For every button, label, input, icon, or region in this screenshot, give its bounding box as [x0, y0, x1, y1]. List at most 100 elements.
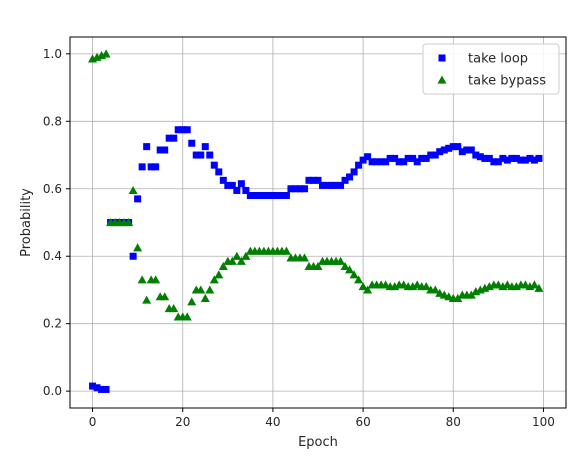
y-tick-label: 0.0 [43, 384, 62, 398]
loop-point [368, 158, 376, 166]
bypass-point [205, 285, 215, 294]
loop-point [359, 156, 367, 164]
y-tick-label: 1.0 [43, 47, 62, 61]
loop-point [251, 192, 259, 200]
loop-point [300, 185, 308, 193]
loop-point [395, 158, 403, 166]
bypass-point [101, 49, 111, 58]
legend-label: take bypass [468, 74, 546, 89]
loop-point [269, 192, 277, 200]
loop-point [458, 148, 466, 156]
loop-point [463, 146, 471, 154]
bypass-point [196, 285, 206, 294]
loop-point [409, 154, 417, 162]
loop-point [305, 176, 313, 184]
loop-point [224, 181, 232, 189]
legend-marker [437, 75, 447, 84]
y-axis-label: Probability [19, 188, 34, 257]
y-tick-label: 0.4 [43, 249, 62, 263]
loop-point [246, 192, 254, 200]
loop-point [404, 154, 412, 162]
series-take-bypass [88, 49, 544, 321]
loop-point [228, 181, 236, 189]
loop-point [526, 154, 534, 162]
loop-point [201, 143, 209, 151]
bypass-point [358, 282, 368, 291]
x-tick-label: 100 [532, 415, 555, 429]
loop-point [296, 185, 304, 193]
x-tick-label: 80 [446, 415, 461, 429]
bypass-point [336, 256, 346, 265]
loop-point [377, 158, 385, 166]
loop-point [373, 158, 381, 166]
loop-point [179, 126, 187, 134]
loop-point [102, 385, 110, 393]
loop-point [472, 151, 480, 159]
loop-point [138, 163, 146, 171]
bypass-point [124, 218, 134, 227]
legend: take loop take bypass [422, 43, 560, 95]
series-take-loop [89, 126, 543, 393]
bypass-point [160, 292, 170, 301]
loop-point [165, 134, 173, 142]
loop-point [192, 151, 200, 159]
loop-point [161, 146, 169, 154]
loop-point [337, 181, 345, 189]
loop-point [328, 181, 336, 189]
bypass-point [299, 253, 309, 262]
loop-point [134, 195, 142, 203]
loop-point [521, 156, 529, 164]
x-tick-label: 20 [175, 415, 190, 429]
loop-point [530, 156, 538, 164]
loop-point [476, 153, 484, 161]
loop-point [147, 163, 155, 171]
bypass-point [313, 261, 323, 270]
loop-point [215, 168, 223, 176]
loop-point [454, 143, 462, 151]
bypass-point [421, 282, 431, 291]
loop-point [210, 161, 218, 169]
bypass-point [466, 290, 476, 299]
loop-point [237, 180, 245, 188]
bypass-point [340, 261, 350, 270]
plot-frame [69, 36, 567, 409]
loop-point [219, 176, 227, 184]
legend-label: take loop [468, 52, 528, 67]
bypass-point [151, 275, 161, 284]
loop-point [422, 154, 430, 162]
loop-point [93, 384, 101, 392]
data-markers [88, 49, 544, 393]
loop-point [341, 176, 349, 184]
bypass-point [529, 280, 539, 289]
bypass-point [209, 275, 219, 284]
loop-point [260, 192, 268, 200]
loop-point [418, 154, 426, 162]
loop-point [346, 173, 354, 181]
loop-point [129, 252, 137, 260]
loop-point [400, 158, 408, 166]
loop-point [499, 154, 507, 162]
bypass-point [281, 246, 291, 255]
loop-point [188, 139, 196, 147]
loop-point [197, 151, 205, 159]
bypass-point [187, 297, 197, 306]
bypass-point [182, 312, 192, 321]
loop-point [170, 134, 178, 142]
axis-ticks: 0 20 40 60 80 100 0.0 0.2 0.4 0.6 0.8 1.0 [43, 47, 555, 429]
bypass-point [354, 275, 364, 284]
bypass-point [345, 265, 355, 274]
bypass-point [349, 270, 359, 279]
bypass-point [227, 256, 237, 265]
loop-point [291, 185, 299, 193]
loop-point [273, 192, 281, 200]
legend-box [422, 43, 560, 95]
loop-point [485, 154, 493, 162]
loop-point [481, 154, 489, 162]
y-tick-label: 0.6 [43, 182, 62, 196]
loop-point [156, 146, 164, 154]
x-tick-label: 0 [89, 415, 97, 429]
bypass-point [142, 295, 152, 304]
bypass-point [214, 270, 224, 279]
loop-point [309, 176, 317, 184]
loop-point [206, 151, 214, 159]
